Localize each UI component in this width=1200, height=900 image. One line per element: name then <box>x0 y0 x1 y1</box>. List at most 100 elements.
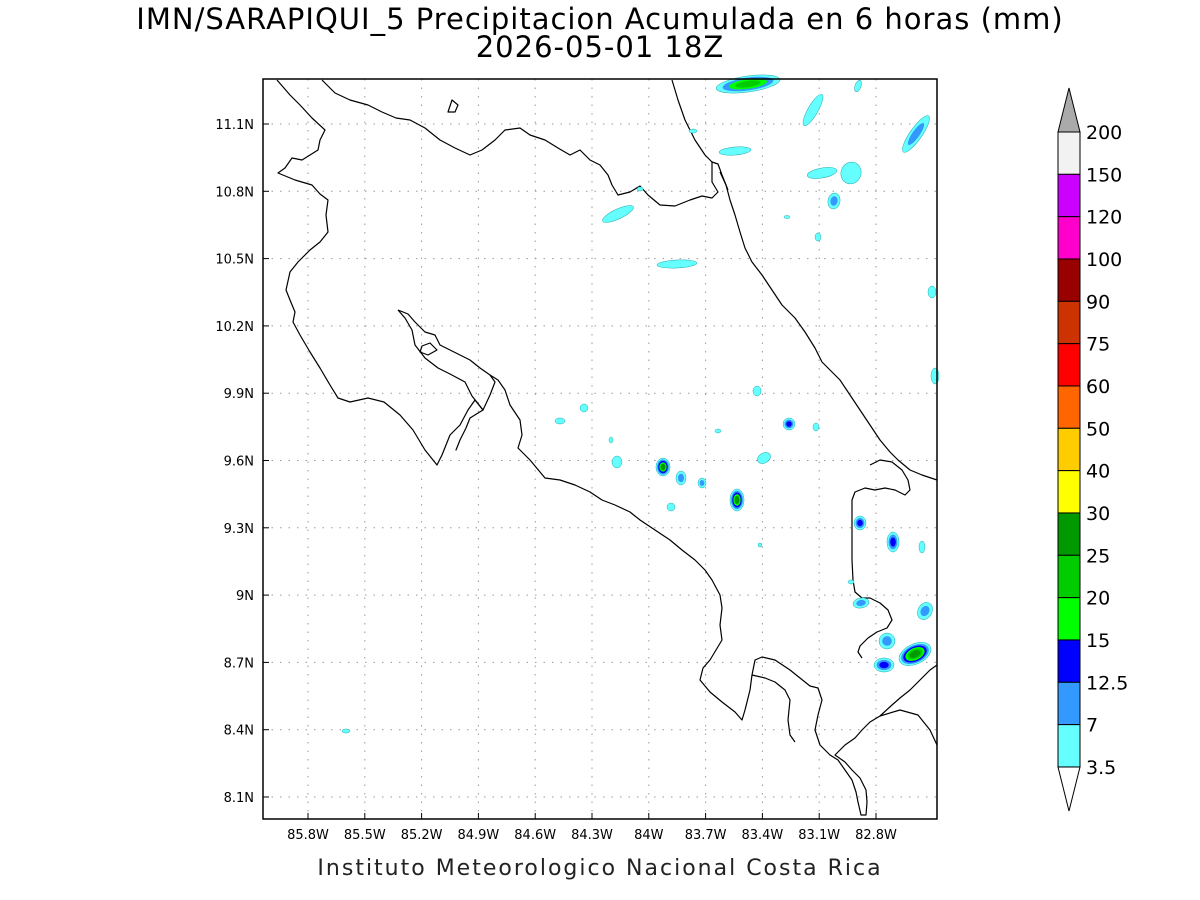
colorbar-label: 60 <box>1086 376 1110 398</box>
precip-cell <box>878 632 896 650</box>
precip-cell <box>812 422 820 432</box>
precip-cell <box>853 515 867 531</box>
colorbar-label: 150 <box>1086 164 1122 186</box>
precip-cell <box>886 531 900 553</box>
lat-tick-label: 10.2N <box>215 320 254 335</box>
colorbar-label: 120 <box>1086 207 1122 229</box>
precip-cell <box>918 540 926 554</box>
lake-nicaragua-island <box>447 99 459 113</box>
colorbar-arrow-top <box>1057 87 1081 133</box>
colorbar-label: 7 <box>1086 715 1098 737</box>
colorbar-arrow-bottom <box>1057 766 1081 812</box>
precip-cell <box>902 115 930 153</box>
precip-cell <box>840 161 862 185</box>
credit-line: Instituto Meteorologico Nacional Costa R… <box>317 856 883 881</box>
map-title: IMN/SARAPIQUI_5 Precipitacion Acumulada … <box>136 2 1064 36</box>
colorbar-box <box>1057 300 1081 345</box>
colorbar-label: 12.5 <box>1086 672 1128 694</box>
colorbar-box <box>1057 512 1081 556</box>
lat-tick-label: 9.9N <box>224 387 254 402</box>
colorbar-label: 75 <box>1086 334 1110 356</box>
lon-tick-label: 84W <box>634 828 664 843</box>
precip-cell <box>608 436 614 444</box>
precip-cell <box>697 477 707 489</box>
precip-cell <box>782 417 796 431</box>
precip-cell <box>718 146 752 156</box>
colorbar-label: 50 <box>1086 418 1110 440</box>
panama-border <box>851 459 911 659</box>
lon-tick-label: 84.3W <box>571 828 613 843</box>
lat-tick-label: 9.6N <box>224 455 254 470</box>
precip-cell <box>757 542 763 548</box>
colorbar-label: 100 <box>1086 249 1122 271</box>
colorbar-box <box>1057 216 1081 260</box>
precip-cell <box>852 597 870 609</box>
precip-cell <box>611 455 623 469</box>
colorbar-box <box>1057 554 1081 599</box>
colorbar-label: 40 <box>1086 461 1110 483</box>
precip-cell <box>783 215 791 219</box>
colorbar-box <box>1057 597 1081 641</box>
colorbar-box <box>1057 639 1081 683</box>
colorbar-box <box>1057 173 1081 218</box>
nicaragua-border-north <box>321 79 729 207</box>
colorbar-label: 90 <box>1086 291 1110 313</box>
colorbar-box <box>1057 343 1081 387</box>
precip-cell <box>602 205 634 223</box>
colorbar-box <box>1057 131 1081 175</box>
colorbar-box <box>1057 427 1081 472</box>
precip-cell <box>854 80 862 92</box>
colorbar-label: 200 <box>1086 122 1122 144</box>
precip-cell <box>917 602 933 620</box>
colorbar-label: 15 <box>1086 630 1110 652</box>
lon-tick-label: 82.8W <box>855 828 897 843</box>
map-timestamp: 2026-05-01 18Z <box>475 30 725 64</box>
precip-cell <box>930 367 940 385</box>
precip-cell <box>729 488 745 512</box>
chira-island <box>419 342 438 356</box>
axis-labels: 85.8W 85.5W 85.2W 84.9W 84.6W 84.3W 84W 83.7W 83… <box>215 118 897 843</box>
lat-tick-label: 11.1N <box>215 118 254 133</box>
colorbar-label: 20 <box>1086 588 1110 610</box>
map-frame <box>262 78 938 820</box>
osa-peninsula-coast <box>751 674 796 743</box>
lat-tick-label: 8.7N <box>224 656 254 671</box>
precip-cell <box>814 232 822 242</box>
lat-tick-label: 8.4N <box>224 724 254 739</box>
precip-cell <box>898 642 932 666</box>
precip-cell <box>636 186 644 192</box>
lat-tick-label: 8.1N <box>224 791 254 806</box>
precip-cell <box>873 657 895 673</box>
precip-cell <box>806 167 838 179</box>
precip-cell <box>666 502 676 512</box>
colorbar-label: 25 <box>1086 545 1110 567</box>
colorbar-box <box>1057 724 1081 768</box>
precip-cell <box>688 128 698 134</box>
precip-cell <box>802 93 824 127</box>
precip-cell <box>752 385 762 397</box>
lon-tick-label: 85.2W <box>401 828 443 843</box>
colorbar-box <box>1057 470 1081 514</box>
lon-tick-label: 85.5W <box>344 828 386 843</box>
precip-cell <box>656 259 698 269</box>
precip-cell <box>579 403 589 413</box>
colorbar-label: 30 <box>1086 503 1110 525</box>
precip-cell <box>716 74 780 94</box>
precip-cell <box>655 457 671 477</box>
gulf-of-nicoya-coast <box>397 309 496 411</box>
pacific-coast-north <box>276 79 484 466</box>
coastline <box>276 79 938 816</box>
colorbar-box <box>1057 681 1081 726</box>
lat-tick-label: 10.5N <box>215 253 254 268</box>
lat-tick-label: 10.8N <box>215 185 254 200</box>
lon-tick-label: 83.1W <box>798 828 840 843</box>
precip-cell <box>927 285 937 299</box>
precipitation-contours <box>341 74 940 734</box>
colorbar-label: 3.5 <box>1086 757 1116 779</box>
lon-tick-label: 84.6W <box>514 828 556 843</box>
nicaragua-caribbean-coast <box>671 79 713 163</box>
lon-tick-label: 84.9W <box>457 828 499 843</box>
precip-cell <box>757 452 771 464</box>
lon-tick-label: 83.4W <box>741 828 783 843</box>
